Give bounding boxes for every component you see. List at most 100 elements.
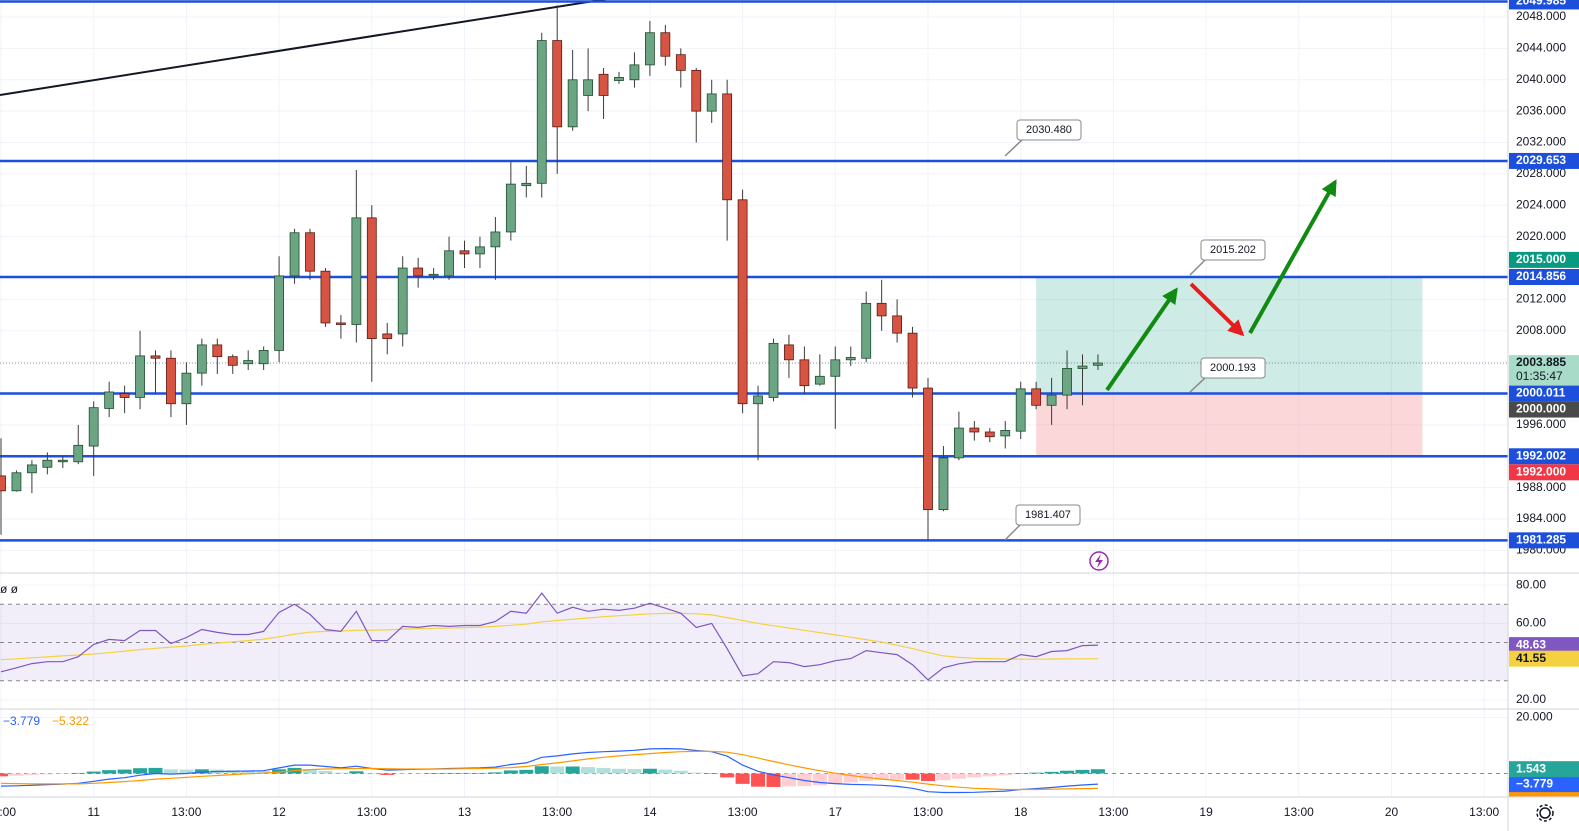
candle-body	[784, 344, 794, 361]
histogram-bar	[843, 773, 858, 783]
y-tick-label: 2020.000	[1516, 229, 1566, 243]
countdown: 01:35:47	[1516, 369, 1563, 383]
histogram-bar	[411, 773, 426, 775]
candle-body	[212, 344, 223, 358]
arrow-up	[1248, 179, 1337, 334]
candle-body	[0, 475, 6, 492]
candle-body	[335, 322, 346, 325]
x-tick-label: 13:00	[357, 805, 387, 819]
settings-button[interactable]	[1536, 804, 1554, 822]
price-label-bg	[1509, 637, 1579, 654]
y-tick-label: 2044.000	[1516, 41, 1566, 55]
candle-body	[382, 333, 393, 340]
candle-body	[490, 231, 501, 248]
histogram-bar	[890, 773, 905, 780]
gear-teeth[interactable]	[1536, 804, 1554, 822]
price-pane	[0, 0, 1508, 542]
histogram-bar	[951, 773, 966, 779]
candle-body	[521, 182, 532, 187]
candle-body	[629, 64, 640, 81]
x-tick-label: 20	[1385, 805, 1399, 819]
candle-body	[119, 393, 130, 398]
y-tick-label: 2040.000	[1516, 72, 1566, 86]
price-label-bg	[1509, 251, 1579, 268]
candle-body	[1077, 365, 1088, 369]
candle-body	[413, 267, 424, 277]
histogram-bar	[179, 769, 194, 774]
candle-body	[583, 79, 593, 96]
histogram-bar	[349, 771, 364, 774]
candle-body	[1031, 388, 1042, 406]
candle-body	[938, 457, 949, 511]
candle-body	[11, 472, 22, 492]
rsi-pane	[0, 592, 1508, 682]
candle-body	[814, 375, 825, 385]
price-label: 1.543	[1516, 761, 1546, 775]
histogram-bar	[550, 766, 565, 774]
candle-body	[876, 302, 887, 317]
price-label: −3.779	[1516, 776, 1553, 790]
y-tick-label: 2008.000	[1516, 323, 1566, 337]
histogram-bar	[241, 770, 256, 774]
histogram-bar	[612, 768, 626, 774]
price-label-bg	[1509, 152, 1579, 169]
macd-legend: −5.322	[52, 714, 89, 728]
histogram-bar	[395, 773, 410, 775]
candle-body	[150, 355, 161, 359]
price-label-bg	[1509, 0, 1579, 10]
lightning-icon[interactable]	[1089, 551, 1109, 571]
x-tick-label: 13:00	[1469, 805, 1499, 819]
histogram-bar	[998, 773, 1013, 776]
histogram-bar	[117, 769, 132, 774]
histogram-bar	[642, 768, 657, 774]
x-tick-label: 17	[829, 805, 843, 819]
candle-body	[954, 427, 964, 459]
x-tick-label: 18	[1014, 805, 1028, 819]
icon-bolt[interactable]	[1095, 554, 1103, 568]
histogram-bar	[781, 773, 796, 787]
candle-body	[567, 79, 578, 128]
candle-body	[660, 32, 671, 57]
candle-body	[305, 232, 315, 272]
histogram-bar	[380, 773, 395, 775]
x-tick-label: 13:00	[913, 805, 943, 819]
histogram-bar	[1013, 773, 1028, 775]
candle-body	[536, 40, 547, 184]
histogram-bar	[272, 769, 287, 774]
callout	[1016, 119, 1082, 141]
y-tick-label: 2012.000	[1516, 292, 1566, 306]
candle-body	[397, 267, 408, 335]
annotations: 2030.480 2015.202 2000.193 1981.407	[1004, 119, 1266, 541]
histogram-bar	[874, 773, 889, 780]
callout-pointer	[1189, 259, 1206, 276]
candle-body	[1015, 388, 1026, 432]
candle-body	[73, 444, 84, 463]
histogram-bar	[364, 773, 379, 775]
y-tick-label: 1996.000	[1516, 417, 1566, 431]
price-label: 2049.985	[1516, 0, 1566, 8]
histogram-bar	[905, 773, 920, 780]
price-label: 2000.011	[1516, 386, 1566, 400]
price-label-bg	[1509, 269, 1579, 286]
candle-body	[598, 73, 609, 96]
candle-body	[1000, 430, 1011, 437]
candle-body	[104, 391, 115, 409]
callout	[1015, 504, 1081, 526]
arrow-down	[1189, 282, 1245, 337]
trend-line	[0, 0, 607, 96]
x-tick-label: 13	[458, 805, 472, 819]
x-tick-label: 13:00	[0, 805, 16, 819]
price-label-bg	[1509, 401, 1579, 418]
histogram-bar	[503, 770, 518, 774]
candle-body	[768, 342, 779, 398]
price-label: 48.63	[1516, 637, 1546, 651]
y-tick-label: 20.00	[1516, 692, 1546, 706]
price-label: 2014.856	[1516, 269, 1566, 283]
candle-body	[691, 69, 702, 112]
gear[interactable]	[1539, 807, 1551, 819]
histogram-bar	[751, 773, 766, 787]
candle-body	[675, 54, 686, 71]
callout-text: 1981.407	[1025, 509, 1071, 521]
last-price-label: 2003.885	[1516, 355, 1566, 369]
